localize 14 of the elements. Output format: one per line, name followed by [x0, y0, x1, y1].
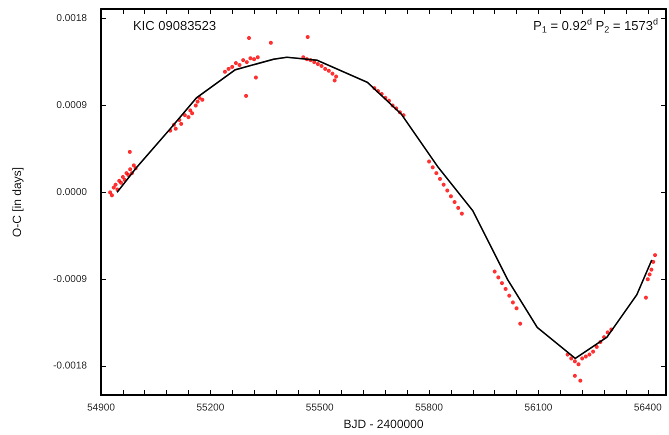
y-tick-label: 0.0000 [56, 186, 88, 198]
x-tick-label: 56400 [634, 402, 662, 414]
text: KIC 09083523 [133, 18, 216, 33]
x-axis-title: BJD - 2400000 [343, 417, 424, 431]
y-tick-label: -0.0009 [53, 274, 88, 285]
x-tick-label: 54900 [87, 402, 116, 414]
x-tick-label: 55200 [196, 402, 225, 414]
y-tick-label: 0.0009 [56, 100, 88, 112]
y-tick-label: 0.0018 [56, 13, 88, 24]
x-tick-label: 55800 [415, 402, 444, 414]
x-tick-label: 55500 [306, 402, 334, 414]
y-tick-label: -0.0018 [53, 360, 88, 372]
x-tick-label: 56100 [524, 402, 553, 414]
y-axis-title: O-C [in days] [10, 167, 24, 238]
